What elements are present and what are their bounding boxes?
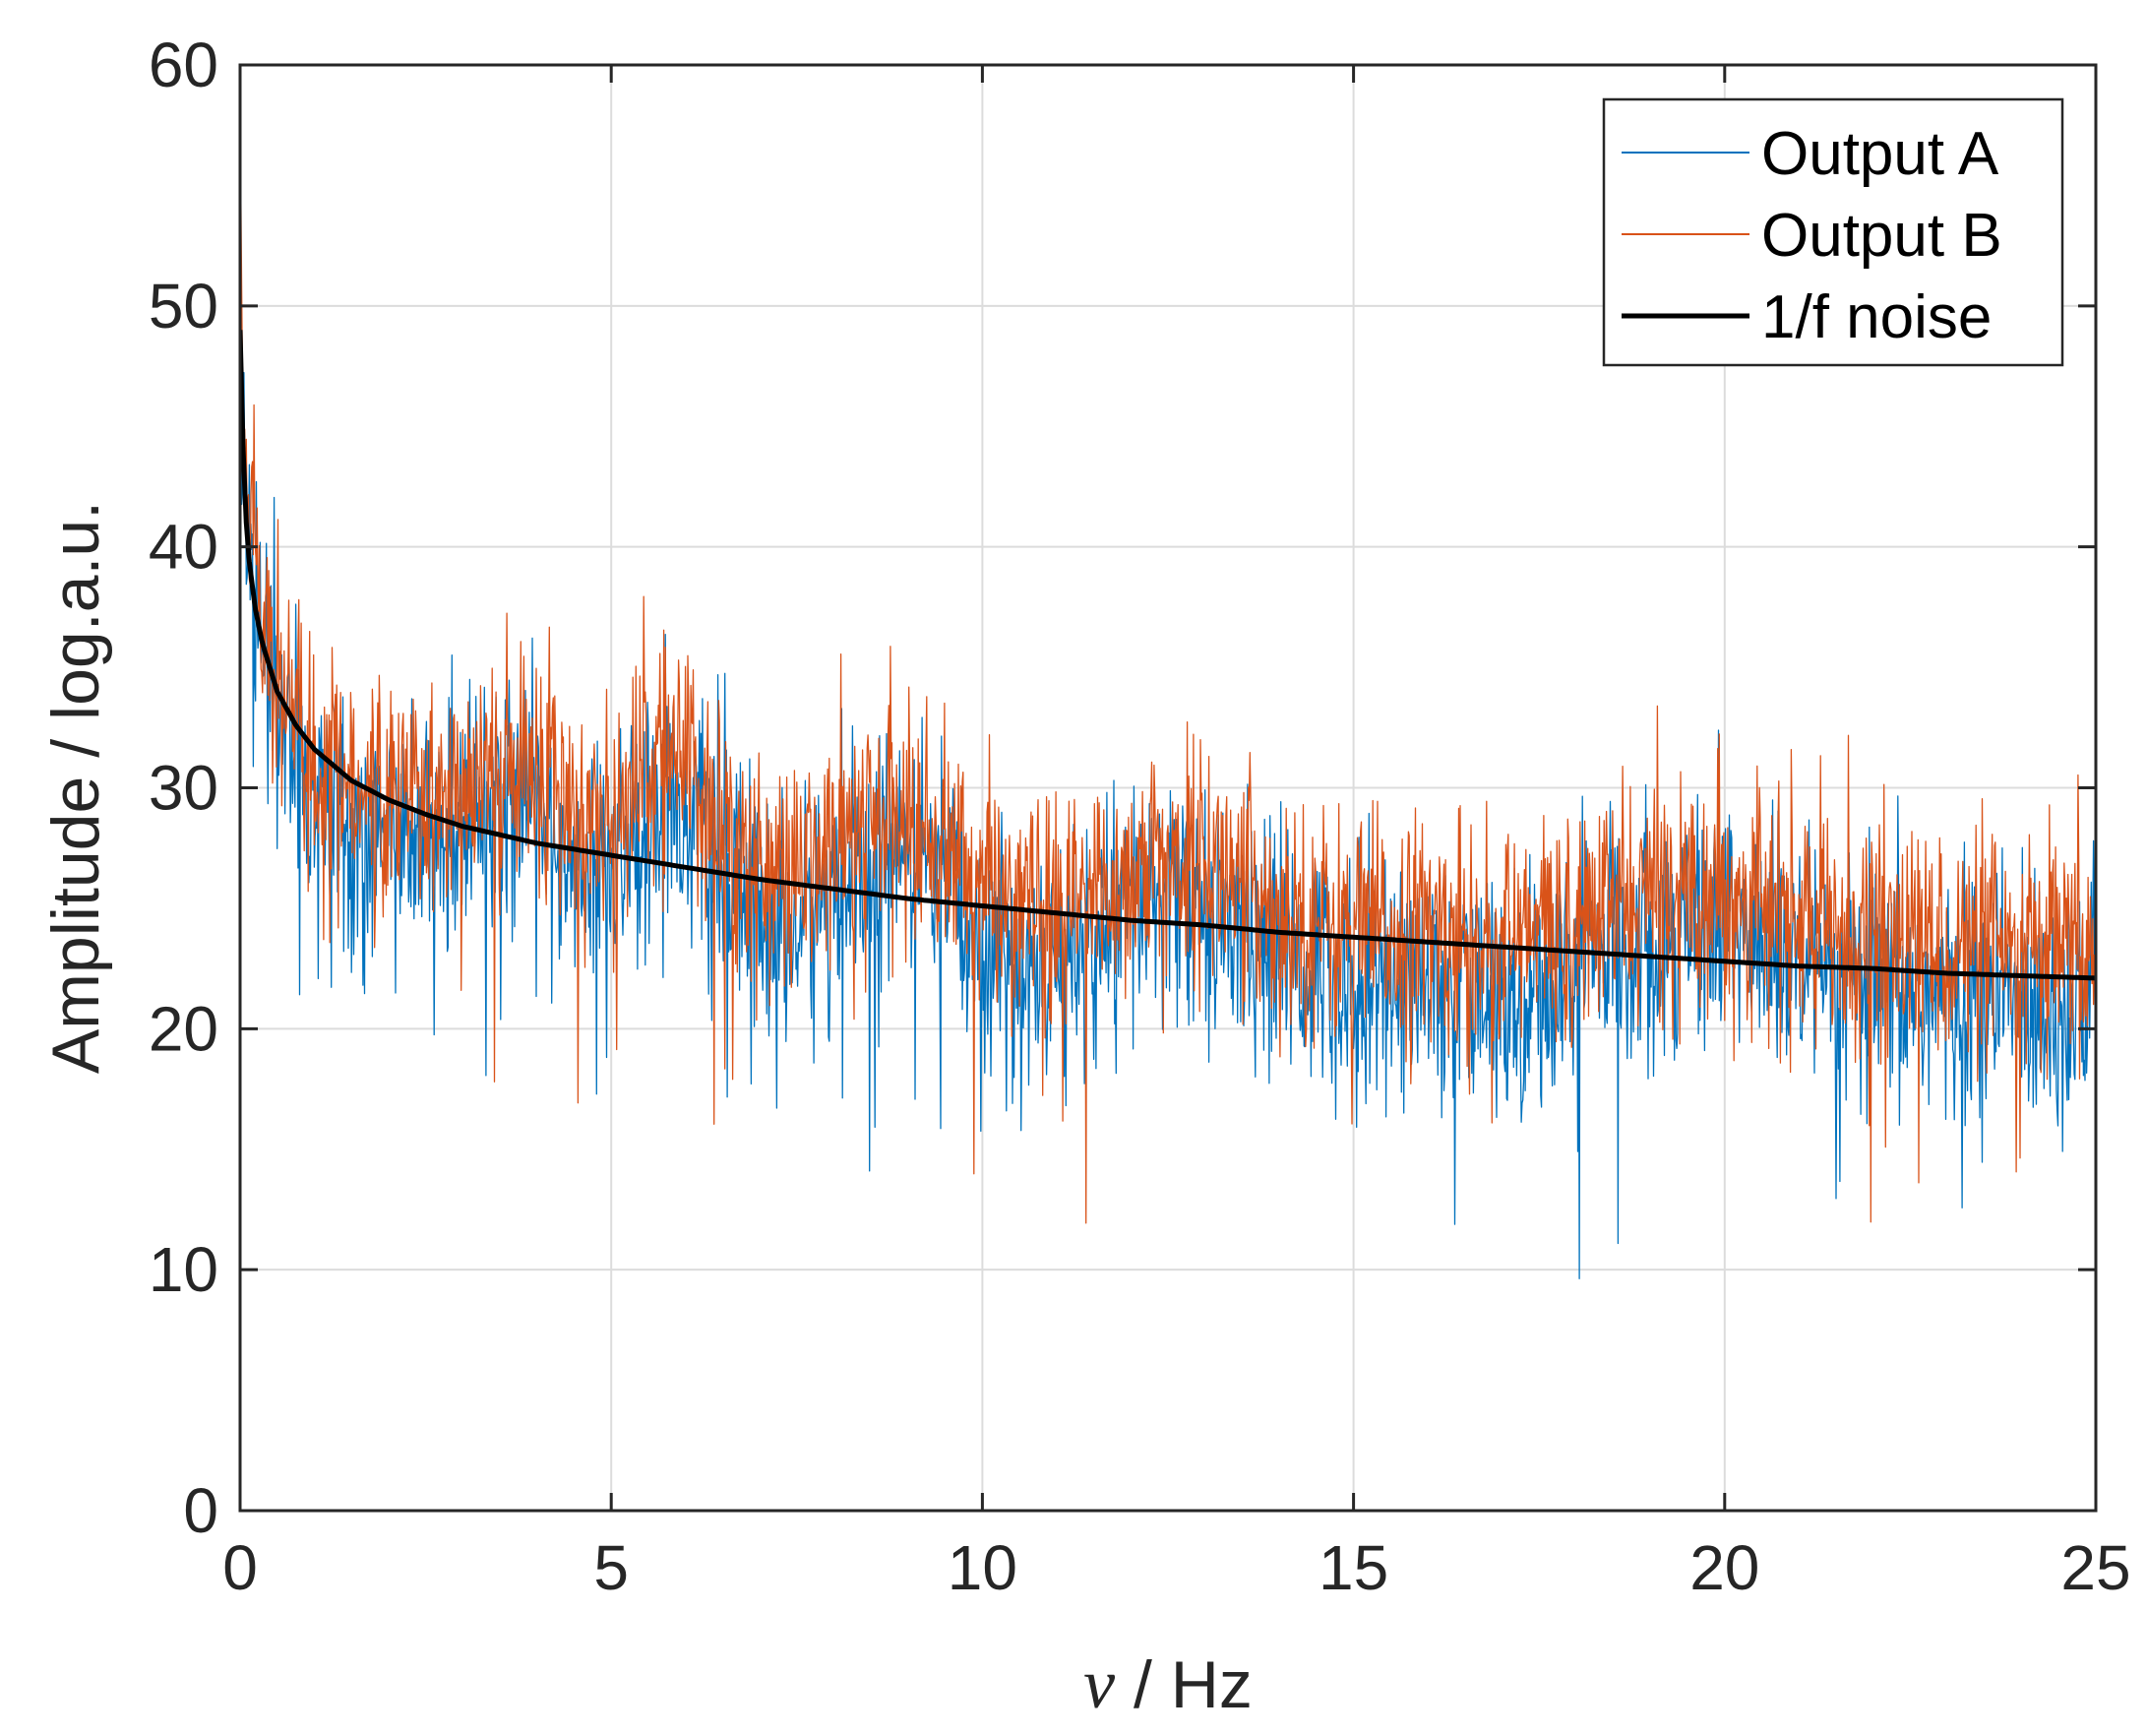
legend-label-1f-noise: 1/f noise (1761, 283, 1992, 351)
y-tick-label: 20 (149, 993, 218, 1064)
legend-box (1602, 97, 2064, 367)
y-axis-title: Amplitude / log.a.u. (38, 501, 113, 1074)
series-output-b (240, 169, 2096, 1224)
x-axis-unit: / Hz (1115, 1647, 1253, 1722)
series-1f-noise (240, 330, 2096, 981)
series-layer (240, 169, 2096, 1279)
x-axis-symbol: ν (1083, 1644, 1115, 1723)
y-tick-label: 10 (149, 1234, 218, 1305)
legend[interactable]: Output A Output B 1/f noise (1602, 97, 2064, 367)
x-tick-label: 10 (948, 1532, 1017, 1603)
x-tick-label: 20 (1689, 1532, 1759, 1603)
y-tick-label: 0 (183, 1475, 218, 1546)
x-tick-label: 25 (2060, 1532, 2130, 1603)
x-tick-label: 5 (593, 1532, 629, 1603)
y-tick-label: 60 (149, 30, 218, 100)
legend-label-output-b: Output B (1761, 202, 2002, 270)
x-axis-title: ν / Hz (1083, 1644, 1253, 1723)
y-tick-label: 50 (149, 271, 218, 341)
y-tick-label: 40 (149, 512, 218, 583)
legend-label-output-a: Output A (1761, 120, 1999, 188)
axis-ticks: 0 5 10 15 20 25 0 10 20 30 40 50 60 (149, 30, 2131, 1603)
y-tick-label: 30 (149, 753, 218, 824)
x-tick-label: 15 (1319, 1532, 1388, 1603)
x-tick-label: 0 (222, 1532, 258, 1603)
